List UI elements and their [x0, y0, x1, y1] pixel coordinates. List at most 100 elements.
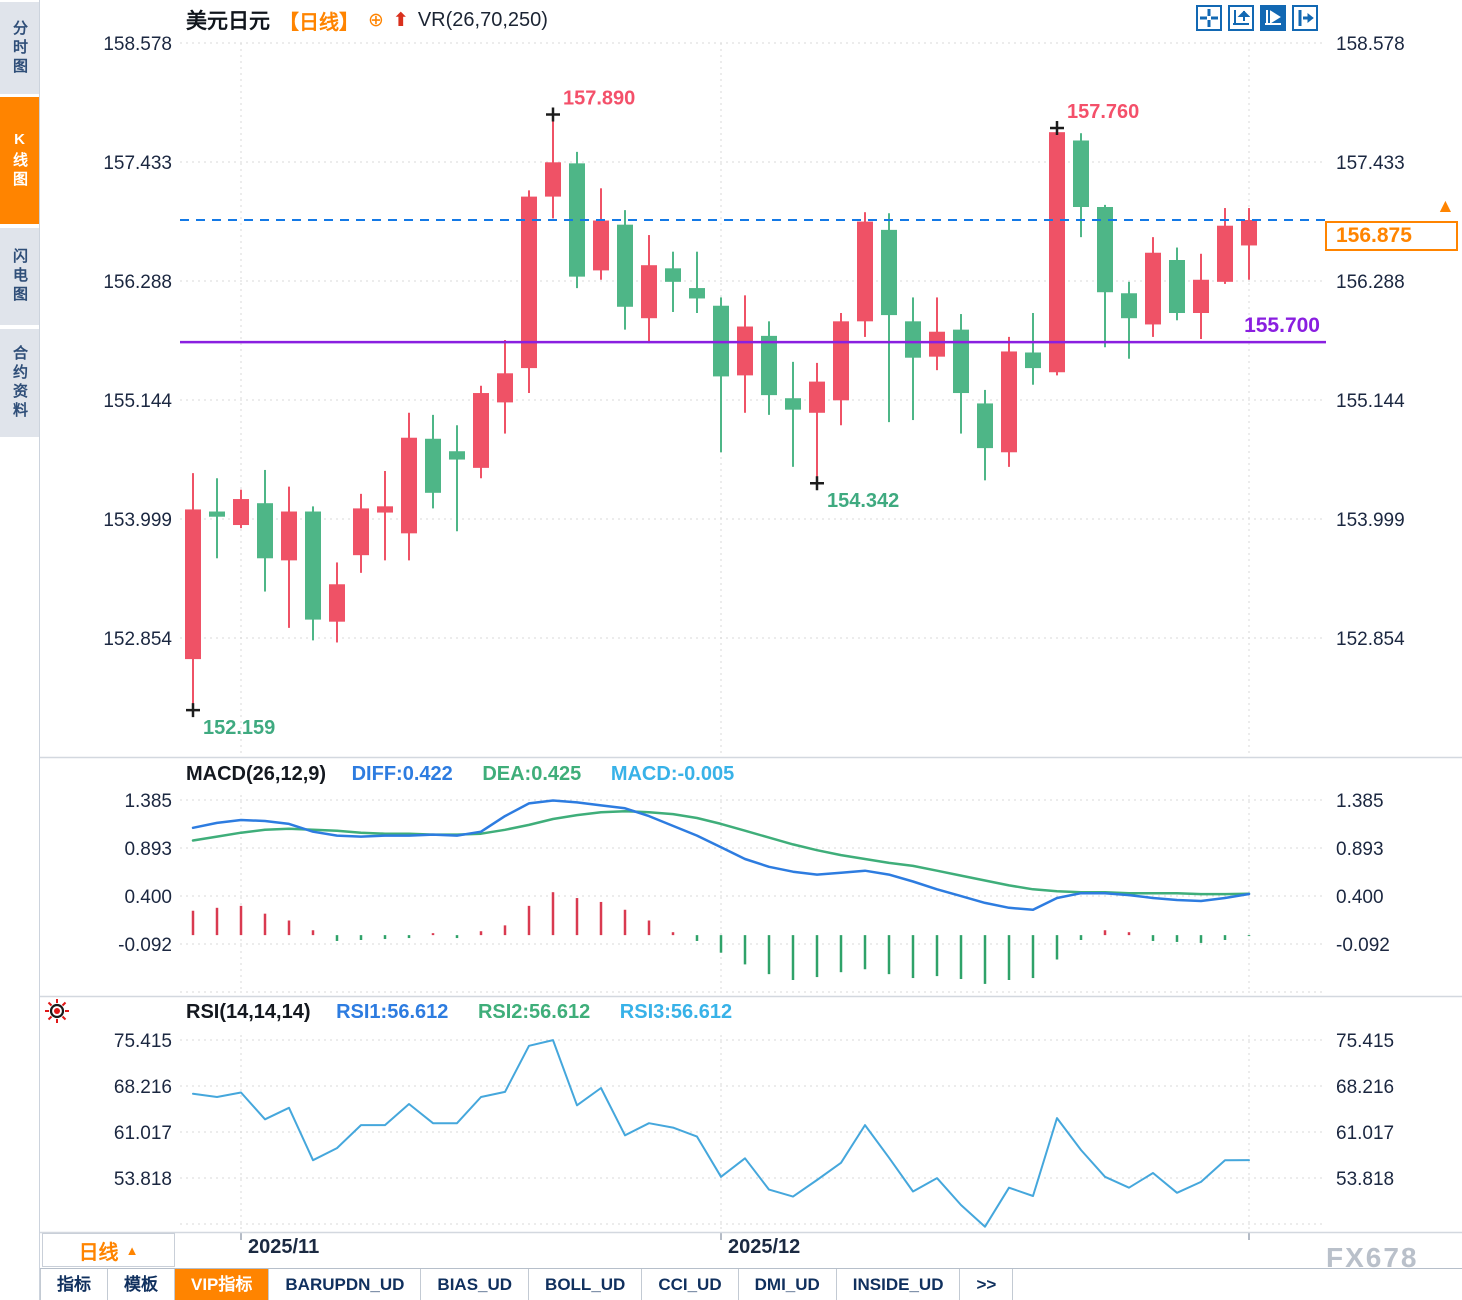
current-price-tag: 156.875 — [1325, 221, 1458, 251]
sidebar-item-time-chart[interactable]: 分时图 — [0, 2, 39, 94]
sidebar: 分时图 K线图 闪电图 合约资料 — [0, 0, 40, 1300]
axis-label: 156.288 — [103, 272, 172, 293]
axis-label: -0.092 — [1336, 935, 1390, 956]
bottom-tab-bar: 指标 模板 VIP指标 BARUPDN_UD BIAS_UD BOLL_UD C… — [0, 1268, 1462, 1300]
axis-label: 152.854 — [103, 629, 172, 650]
candle-body — [209, 511, 225, 517]
axis-label: 1.385 — [124, 791, 172, 812]
candle-body — [905, 321, 921, 358]
candle-body — [689, 288, 705, 299]
rsi1-value: RSI1:56.612 — [336, 1001, 449, 1023]
axis-label: 0.400 — [1336, 887, 1384, 908]
candle-body — [1073, 140, 1089, 208]
axis-label: 152.854 — [1336, 629, 1405, 650]
tab-dmi-ud[interactable]: DMI_UD — [739, 1269, 837, 1300]
period-select-button[interactable]: 日线 ▲ — [42, 1233, 175, 1267]
period-label: 日线 — [78, 1241, 119, 1264]
pointer-tool-button[interactable] — [1260, 5, 1286, 31]
chart-header: 美元日元 【日线】 ⊕ ⬆ VR(26,70,250) — [186, 5, 548, 35]
axis-label: 157.433 — [1336, 153, 1405, 174]
crosshair-button[interactable] — [1196, 5, 1222, 31]
axis-label: 156.288 — [1336, 272, 1405, 293]
candle-body — [761, 335, 777, 396]
candle-body — [257, 503, 273, 559]
candle-body — [353, 508, 369, 556]
tab-template[interactable]: 模板 — [108, 1269, 175, 1300]
vr-indicator-label: VR(26,70,250) — [417, 8, 548, 31]
sidebar-item-kline-chart[interactable]: K线图 — [0, 97, 39, 224]
axis-label: 75.415 — [1336, 1031, 1394, 1052]
candle-body — [1193, 279, 1209, 314]
candle-body — [473, 393, 489, 468]
axis-label: 53.818 — [1336, 1169, 1394, 1190]
tab-vip-indicator[interactable]: VIP指标 — [175, 1269, 270, 1300]
macd-legend: MACD(26,12,9) DIFF:0.422 DEA:0.425 MACD:… — [186, 763, 734, 786]
candle-body — [809, 381, 825, 413]
candle-body — [497, 373, 513, 403]
axis-range-button[interactable] — [1228, 5, 1254, 31]
tab-cci-ud[interactable]: CCI_UD — [642, 1269, 739, 1300]
candle-body — [1169, 260, 1185, 314]
candle-body — [929, 331, 945, 357]
candle-body — [1025, 352, 1041, 369]
candle-body — [377, 506, 393, 513]
macd-hist-value: MACD:-0.005 — [610, 763, 735, 785]
axis-label: 1.385 — [1336, 791, 1384, 812]
page-title: 美元日元 — [186, 10, 270, 33]
rsi-legend: RSI(14,14,14) RSI1:56.612 RSI2:56.612 RS… — [186, 1001, 732, 1024]
candle-body — [185, 509, 201, 660]
axis-label: 0.893 — [124, 839, 172, 860]
top-right-toolbar — [1196, 5, 1318, 31]
axis-label: 61.017 — [1336, 1123, 1394, 1144]
period-tag: 【日线】 — [279, 11, 359, 34]
rsi3-value: RSI3:56.612 — [619, 1001, 733, 1023]
candle-body — [665, 268, 681, 282]
axis-label: 157.890 — [563, 88, 635, 110]
candle-body — [1049, 132, 1065, 373]
axis-label: 75.415 — [114, 1031, 172, 1052]
pointer-axis-icon — [1265, 10, 1281, 25]
tab-more[interactable]: >> — [960, 1269, 1014, 1300]
axis-label: 158.578 — [103, 34, 172, 55]
sidebar-item-flash-chart[interactable]: 闪电图 — [0, 228, 39, 325]
macd-dea-value: DEA:0.425 — [482, 763, 582, 785]
add-indicator-icon[interactable]: ⊕ — [368, 9, 384, 31]
candle-body — [1145, 252, 1161, 325]
candle-body — [641, 265, 657, 319]
indicator-settings-icon[interactable] — [44, 998, 70, 1029]
axis-label: 158.578 — [1336, 34, 1405, 55]
axis-label: 68.216 — [1336, 1077, 1394, 1098]
candle-body — [617, 224, 633, 307]
axis-label: 155.144 — [103, 391, 172, 412]
candle-body — [569, 163, 585, 277]
candle-body — [953, 329, 969, 394]
tab-indicator[interactable]: 指标 — [40, 1269, 108, 1300]
candle-body — [281, 511, 297, 561]
candle-body — [329, 584, 345, 622]
candle-body — [401, 437, 417, 534]
candle-body — [449, 451, 465, 460]
candle-body — [545, 162, 561, 197]
axis-label: 155.144 — [1336, 391, 1405, 412]
axis-label: 157.760 — [1067, 101, 1139, 123]
watermark: FX678 — [1326, 1242, 1419, 1273]
axis-label: 61.017 — [114, 1123, 172, 1144]
candle-body — [1097, 207, 1113, 293]
tab-barupdn-ud[interactable]: BARUPDN_UD — [269, 1269, 422, 1300]
candle-body — [233, 499, 249, 526]
candle-body — [1241, 219, 1257, 246]
candle-body — [833, 321, 849, 401]
candle-body — [521, 196, 537, 369]
tab-boll-ud[interactable]: BOLL_UD — [529, 1269, 643, 1300]
tab-inside-ud[interactable]: INSIDE_UD — [837, 1269, 961, 1300]
arrow-up-icon: ⬆ — [392, 9, 409, 31]
candle-body — [977, 403, 993, 449]
pan-right-button[interactable] — [1292, 5, 1318, 31]
candle-body — [1217, 225, 1233, 282]
chevron-up-icon: ▲ — [125, 1242, 139, 1258]
sidebar-item-contract-info[interactable]: 合约资料 — [0, 329, 39, 437]
candle-body — [857, 221, 873, 322]
axis-label: 157.433 — [103, 153, 172, 174]
tab-bias-ud[interactable]: BIAS_UD — [421, 1269, 530, 1300]
